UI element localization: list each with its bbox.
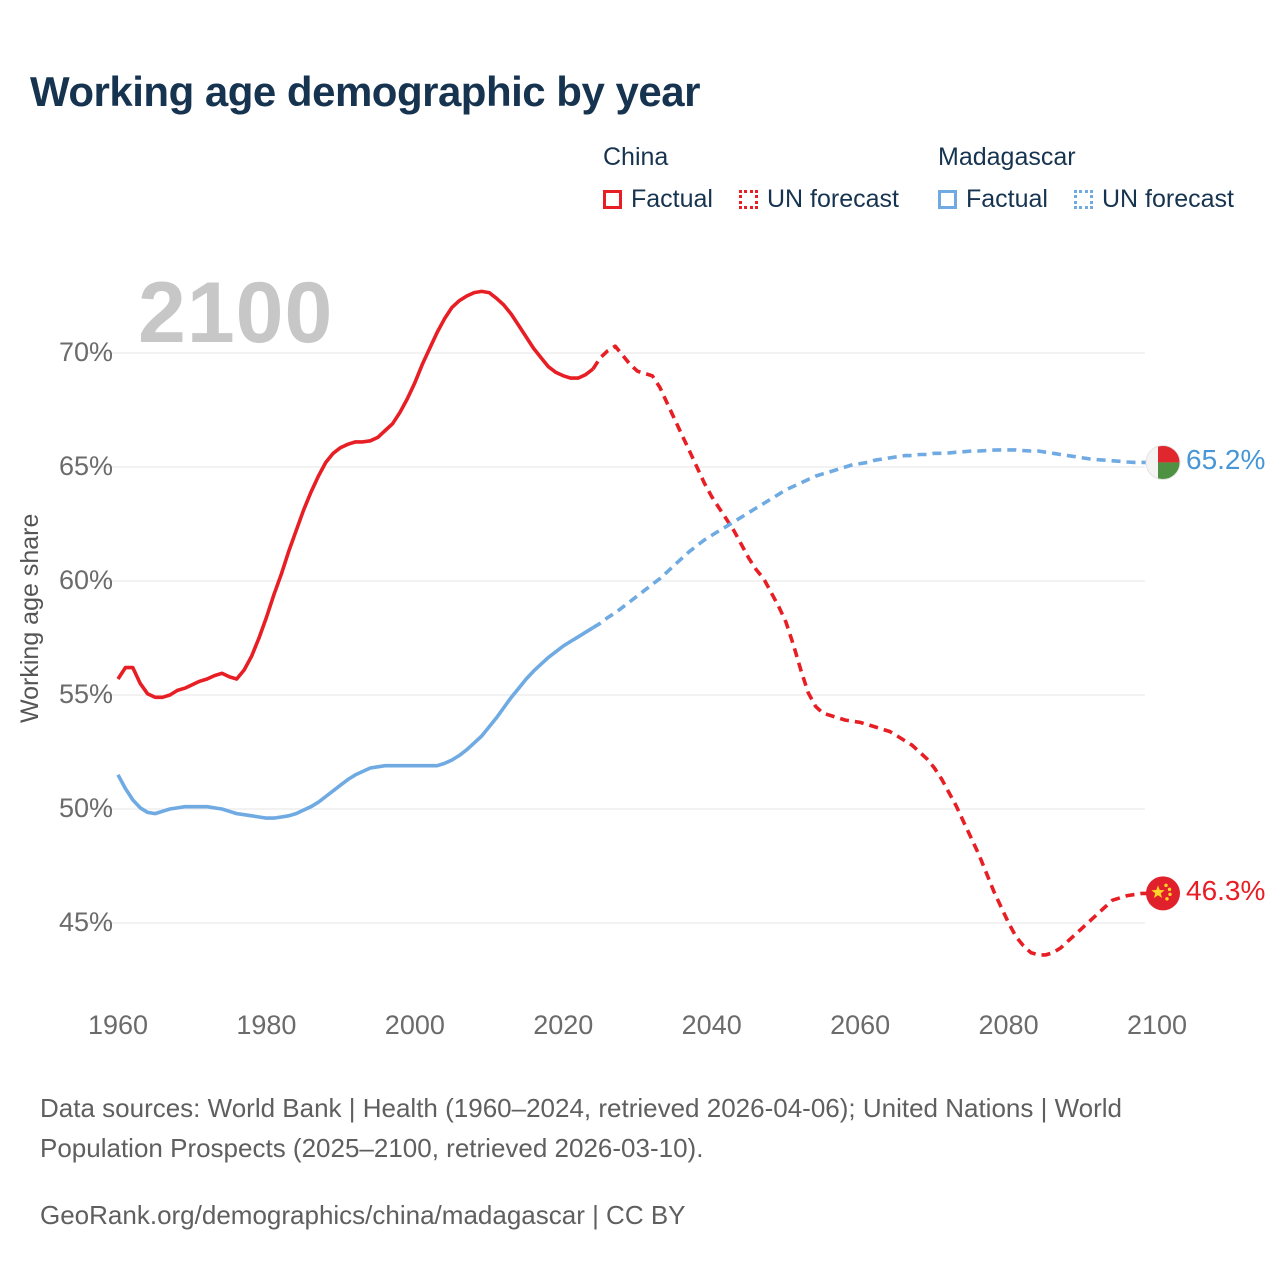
legend-title-madagascar: Madagascar — [938, 143, 1076, 171]
legend-item-china-factual: Factual — [603, 185, 713, 214]
legend-label: UN forecast — [1101, 185, 1234, 213]
series-lines — [116, 289, 1157, 957]
madagascar-flag-icon — [1145, 444, 1181, 480]
y-tick-label: 70% — [58, 337, 113, 367]
legend-item-madagascar-factual: Factual — [938, 185, 1048, 214]
series-line — [116, 289, 595, 700]
china-forecast-swatch-icon — [738, 190, 758, 209]
madagascar-forecast-swatch-icon — [1073, 190, 1093, 209]
year-watermark: 2100 — [138, 265, 334, 361]
x-tick-label: 2060 — [830, 1010, 891, 1040]
footer: Data sources: World Bank | Health (1960–… — [40, 1088, 1122, 1235]
madagascar-end-value-label: 65.2% — [1186, 444, 1266, 476]
legend-title-china: China — [603, 143, 669, 171]
series-line — [116, 626, 594, 820]
x-tick-label: 1980 — [236, 1010, 297, 1040]
series-line — [592, 448, 1157, 630]
y-tick-label: 50% — [58, 793, 113, 823]
legend-label: Factual — [966, 185, 1048, 213]
x-tick-label: 2040 — [681, 1010, 742, 1040]
madagascar-factual-swatch-icon — [938, 190, 957, 209]
data-sources-line: Population Prospects (2025–2100, retriev… — [40, 1133, 704, 1163]
x-tick-label: 2000 — [384, 1010, 445, 1040]
data-sources-line: Data sources: World Bank | Health (1960–… — [40, 1093, 1123, 1123]
series-line — [591, 344, 1157, 957]
y-tick-label: 55% — [58, 679, 113, 709]
legend-row-madagascar: Factual UN forecast — [938, 185, 1260, 214]
china-factual-swatch-icon — [603, 190, 622, 209]
legend-group-china: China Factual UN forecast — [603, 143, 925, 214]
legend-label: Factual — [631, 185, 713, 213]
x-tick-label: 2100 — [1126, 1010, 1188, 1040]
legend-label: UN forecast — [766, 185, 899, 213]
legend-item-china-forecast: UN forecast — [738, 185, 899, 214]
gridlines — [88, 352, 1145, 924]
x-tick-label: 2080 — [978, 1010, 1039, 1040]
y-tick-label: 45% — [58, 907, 113, 937]
page-title: Working age demographic by year — [30, 68, 700, 115]
attribution-line: GeoRank.org/demographics/china/madagasca… — [40, 1200, 686, 1230]
y-tick-label: 60% — [58, 565, 113, 595]
legend-item-madagascar-forecast: UN forecast — [1073, 185, 1234, 214]
china-flag-icon — [1146, 876, 1180, 911]
y-tick-label: 65% — [58, 451, 113, 481]
china-end-value-label: 46.3% — [1186, 875, 1266, 907]
legend-row-china: Factual UN forecast — [603, 185, 925, 214]
legend-group-madagascar: Madagascar Factual UN forecast — [938, 143, 1260, 214]
x-tick-label: 1960 — [87, 1010, 149, 1040]
x-tick-label: 2020 — [533, 1010, 594, 1040]
